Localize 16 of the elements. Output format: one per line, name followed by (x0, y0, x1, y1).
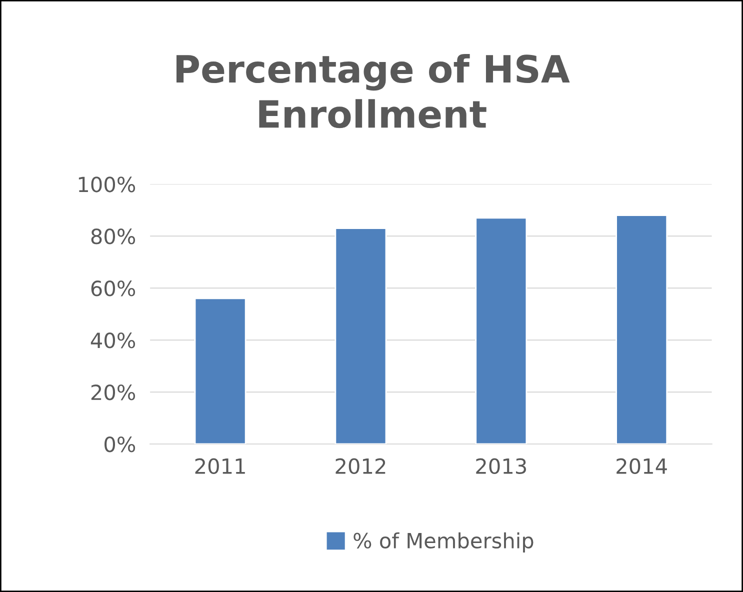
y-tick-label: 100% (78, 176, 136, 192)
bar (334, 228, 387, 444)
x-tick-label: 2012 (336, 458, 386, 474)
bar (194, 298, 246, 444)
chart-title: Percentage of HSA Enrollment (176, 54, 570, 128)
y-tick-label: 0% (104, 436, 136, 452)
x-tick-label: 2011 (195, 458, 245, 474)
bar (616, 214, 668, 444)
y-tick-label: 80% (91, 228, 136, 244)
x-tick-label: 2014 (616, 458, 667, 474)
y-tick-label: 60% (91, 280, 136, 296)
bar (475, 217, 528, 444)
x-tick-label: 2013 (476, 458, 526, 474)
y-tick-label: 20% (91, 384, 136, 400)
y-tick-label: 40% (90, 332, 136, 348)
legend-label: % of Membership (354, 532, 534, 553)
